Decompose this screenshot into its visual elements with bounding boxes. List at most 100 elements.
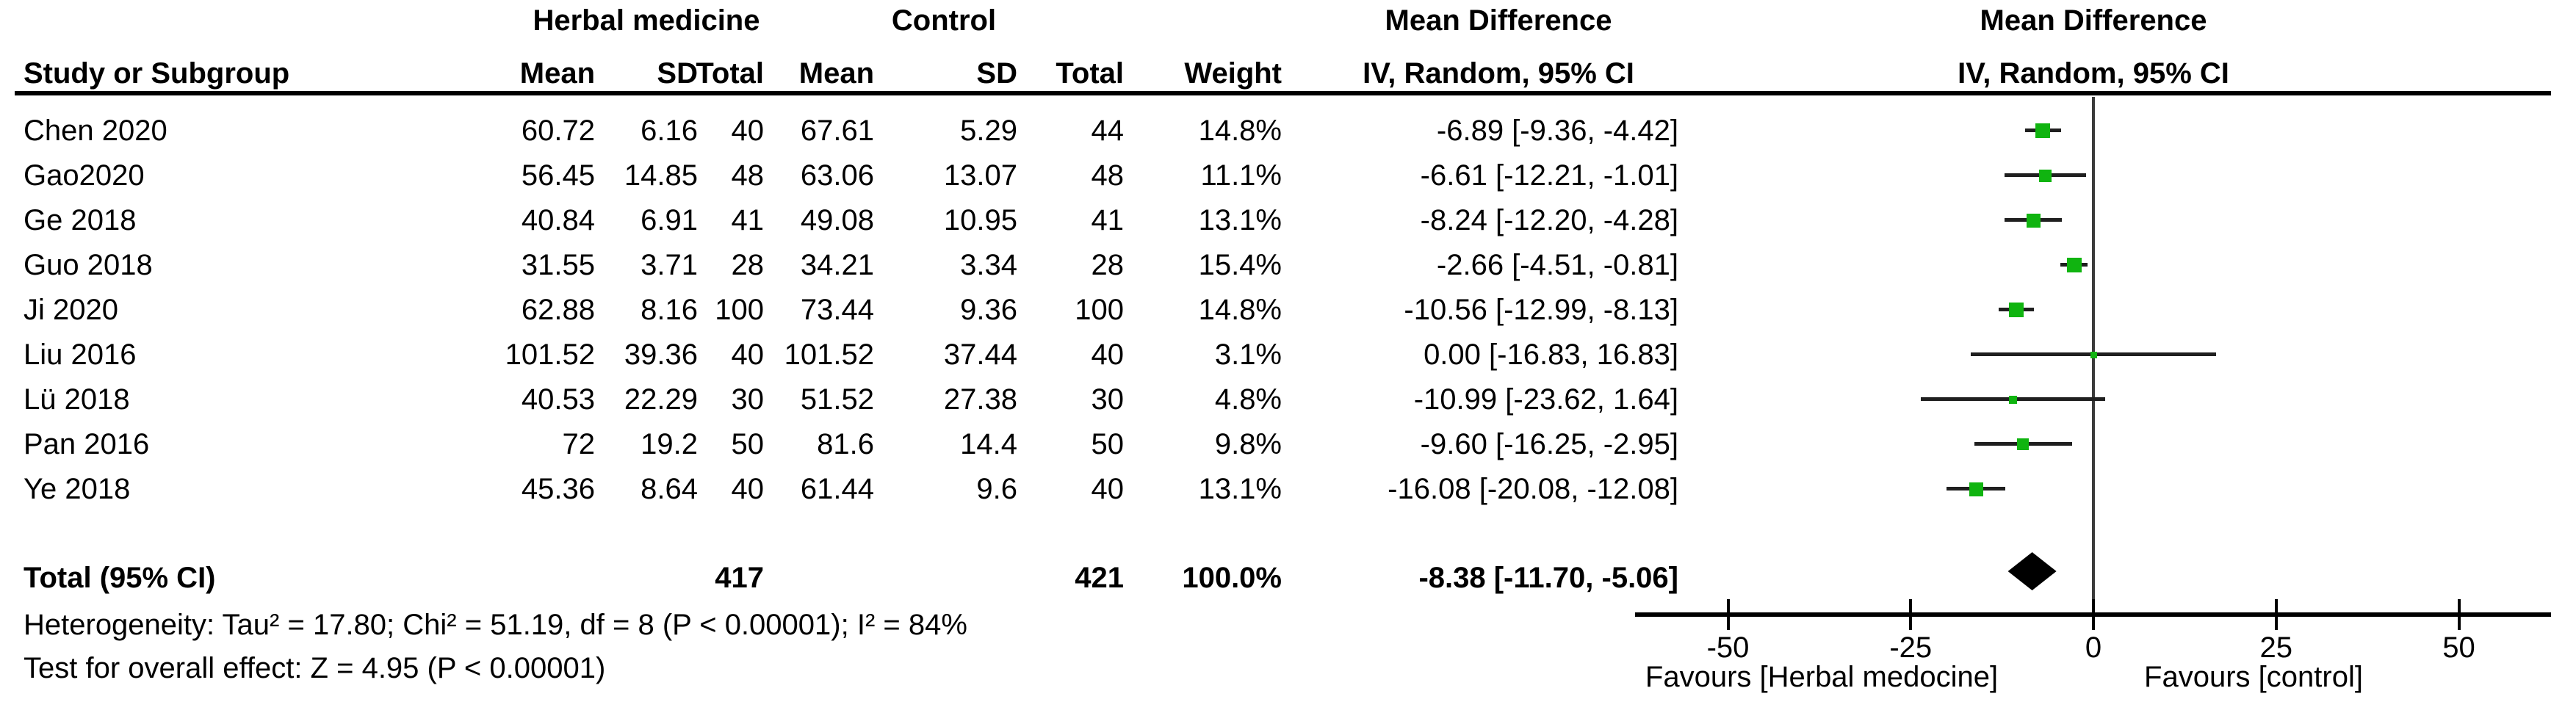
effect-ci-cell: -6.89 [-9.36, -4.42] [1436, 115, 1678, 147]
effect-square [1969, 482, 1983, 496]
treat-total-cell: 50 [731, 428, 765, 460]
treat-mean-cell: 72 [562, 428, 596, 460]
heterogeneity-note: Heterogeneity: Tau² = 17.80; Chi² = 51.1… [24, 609, 967, 641]
ctrl-sd-cell: 13.07 [943, 159, 1017, 192]
col-header-mean-2: Mean [798, 57, 874, 90]
col-header-sd-1: SD [657, 57, 698, 90]
treat-mean-cell: 40.53 [521, 383, 595, 416]
weight-cell: 13.1% [1198, 204, 1282, 236]
treat-sd-cell: 14.85 [624, 159, 698, 192]
effect-square [2026, 213, 2041, 228]
ctrl-mean-cell: 73.44 [800, 294, 874, 326]
ctrl-sd-cell: 5.29 [960, 115, 1017, 147]
treat-mean-cell: 45.36 [521, 473, 595, 505]
ctrl-total-cell: 30 [1091, 383, 1125, 416]
col-header-study: Study or Subgroup [24, 57, 290, 90]
axis-tick [2274, 599, 2278, 630]
ctrl-total-cell: 100 [1075, 294, 1124, 326]
ctrl-mean-cell: 67.61 [800, 115, 874, 147]
col-header-mean-1: Mean [519, 57, 595, 90]
study-label: Ye 2018 [24, 473, 131, 505]
ctrl-total-cell: 40 [1091, 339, 1125, 371]
ctrl-sd-cell: 9.6 [976, 473, 1017, 505]
favours-left-label: Favours [Herbal medocine] [1645, 661, 1999, 693]
ctrl-sd-cell: 27.38 [943, 383, 1017, 416]
effect-ci-cell: -9.60 [-16.25, -2.95] [1420, 428, 1678, 460]
ctrl-sd-cell: 14.4 [960, 428, 1017, 460]
ctrl-mean-cell: 81.6 [817, 428, 874, 460]
treat-total-cell: 40 [731, 115, 765, 147]
effect-ci-cell: -10.99 [-23.62, 1.64] [1413, 383, 1678, 416]
effect-square [2090, 351, 2097, 358]
col-header-total-2: Total [1056, 57, 1124, 90]
study-label: Gao2020 [24, 159, 145, 192]
treat-sd-cell: 19.2 [641, 428, 698, 460]
effect-square [2017, 438, 2030, 450]
weight-cell: 14.8% [1198, 115, 1282, 147]
total-effect-ci: -8.38 [-11.70, -5.06] [1418, 562, 1678, 594]
study-label: Lü 2018 [24, 383, 130, 416]
treat-sd-cell: 6.16 [641, 115, 698, 147]
treat-sd-cell: 6.91 [641, 204, 698, 236]
total-weight: 100.0% [1182, 562, 1282, 594]
total-label: Total (95% CI) [24, 562, 216, 594]
treat-total-cell: 48 [731, 159, 765, 192]
effect-square [2035, 123, 2051, 138]
effect-ci-cell: -16.08 [-20.08, -12.08] [1388, 473, 1678, 505]
axis-tick [2092, 599, 2095, 630]
ctrl-total-cell: 28 [1091, 249, 1125, 281]
ctrl-mean-cell: 101.52 [784, 339, 874, 371]
ctrl-mean-cell: 51.52 [800, 383, 874, 416]
treat-sd-cell: 39.36 [624, 339, 698, 371]
treat-sd-cell: 8.64 [641, 473, 698, 505]
axis-tick [2457, 599, 2461, 630]
col-header-weight: Weight [1184, 57, 1282, 90]
effect-ci-cell: 0.00 [-16.83, 16.83] [1424, 339, 1678, 371]
treat-total-cell: 41 [731, 204, 765, 236]
treat-mean-cell: 62.88 [521, 294, 595, 326]
total-treat-n: 417 [715, 562, 764, 594]
col-header-total-1: Total [696, 57, 764, 90]
treat-sd-cell: 22.29 [624, 383, 698, 416]
treat-total-cell: 28 [731, 249, 765, 281]
study-label: Liu 2016 [24, 339, 137, 371]
ctrl-total-cell: 44 [1091, 115, 1125, 147]
group-header-control: Control [891, 4, 997, 37]
study-label: Ge 2018 [24, 204, 137, 236]
axis-tick-label: 25 [2259, 631, 2293, 664]
weight-cell: 11.1% [1200, 159, 1282, 192]
treat-mean-cell: 31.55 [521, 249, 595, 281]
total-ctrl-n: 421 [1075, 562, 1124, 594]
treat-total-cell: 30 [731, 383, 765, 416]
effect-ci-cell: -8.24 [-12.20, -4.28] [1420, 204, 1678, 236]
col-header-sd-2: SD [976, 57, 1017, 90]
axis-tick-label: 0 [2085, 631, 2102, 664]
treat-total-cell: 40 [731, 473, 765, 505]
effect-ci-cell: -2.66 [-4.51, -0.81] [1436, 249, 1678, 281]
effect-header-line1: Mean Difference [1385, 4, 1612, 37]
axis-tick [1909, 599, 1913, 630]
study-label: Guo 2018 [24, 249, 153, 281]
weight-cell: 4.8% [1214, 383, 1282, 416]
ctrl-total-cell: 48 [1091, 159, 1125, 192]
overall-effect-note: Test for overall effect: Z = 4.95 (P < 0… [24, 652, 606, 684]
ctrl-total-cell: 50 [1091, 428, 1125, 460]
group-header-herbal: Herbal medicine [533, 4, 760, 37]
treat-sd-cell: 8.16 [641, 294, 698, 326]
axis-tick-label: -25 [1889, 631, 1933, 664]
weight-cell: 13.1% [1198, 473, 1282, 505]
header-underline [15, 91, 2551, 95]
axis-tick-label: 50 [2442, 631, 2475, 664]
effect-ci-cell: -6.61 [-12.21, -1.01] [1420, 159, 1678, 192]
axis-tick [1726, 599, 1730, 630]
treat-mean-cell: 60.72 [521, 115, 595, 147]
effect-square [2066, 258, 2082, 272]
effect-square [2038, 169, 2052, 182]
ctrl-sd-cell: 9.36 [960, 294, 1017, 326]
ctrl-mean-cell: 63.06 [800, 159, 874, 192]
ctrl-sd-cell: 10.95 [943, 204, 1017, 236]
ctrl-mean-cell: 49.08 [800, 204, 874, 236]
weight-cell: 15.4% [1198, 249, 1282, 281]
treat-mean-cell: 40.84 [521, 204, 595, 236]
